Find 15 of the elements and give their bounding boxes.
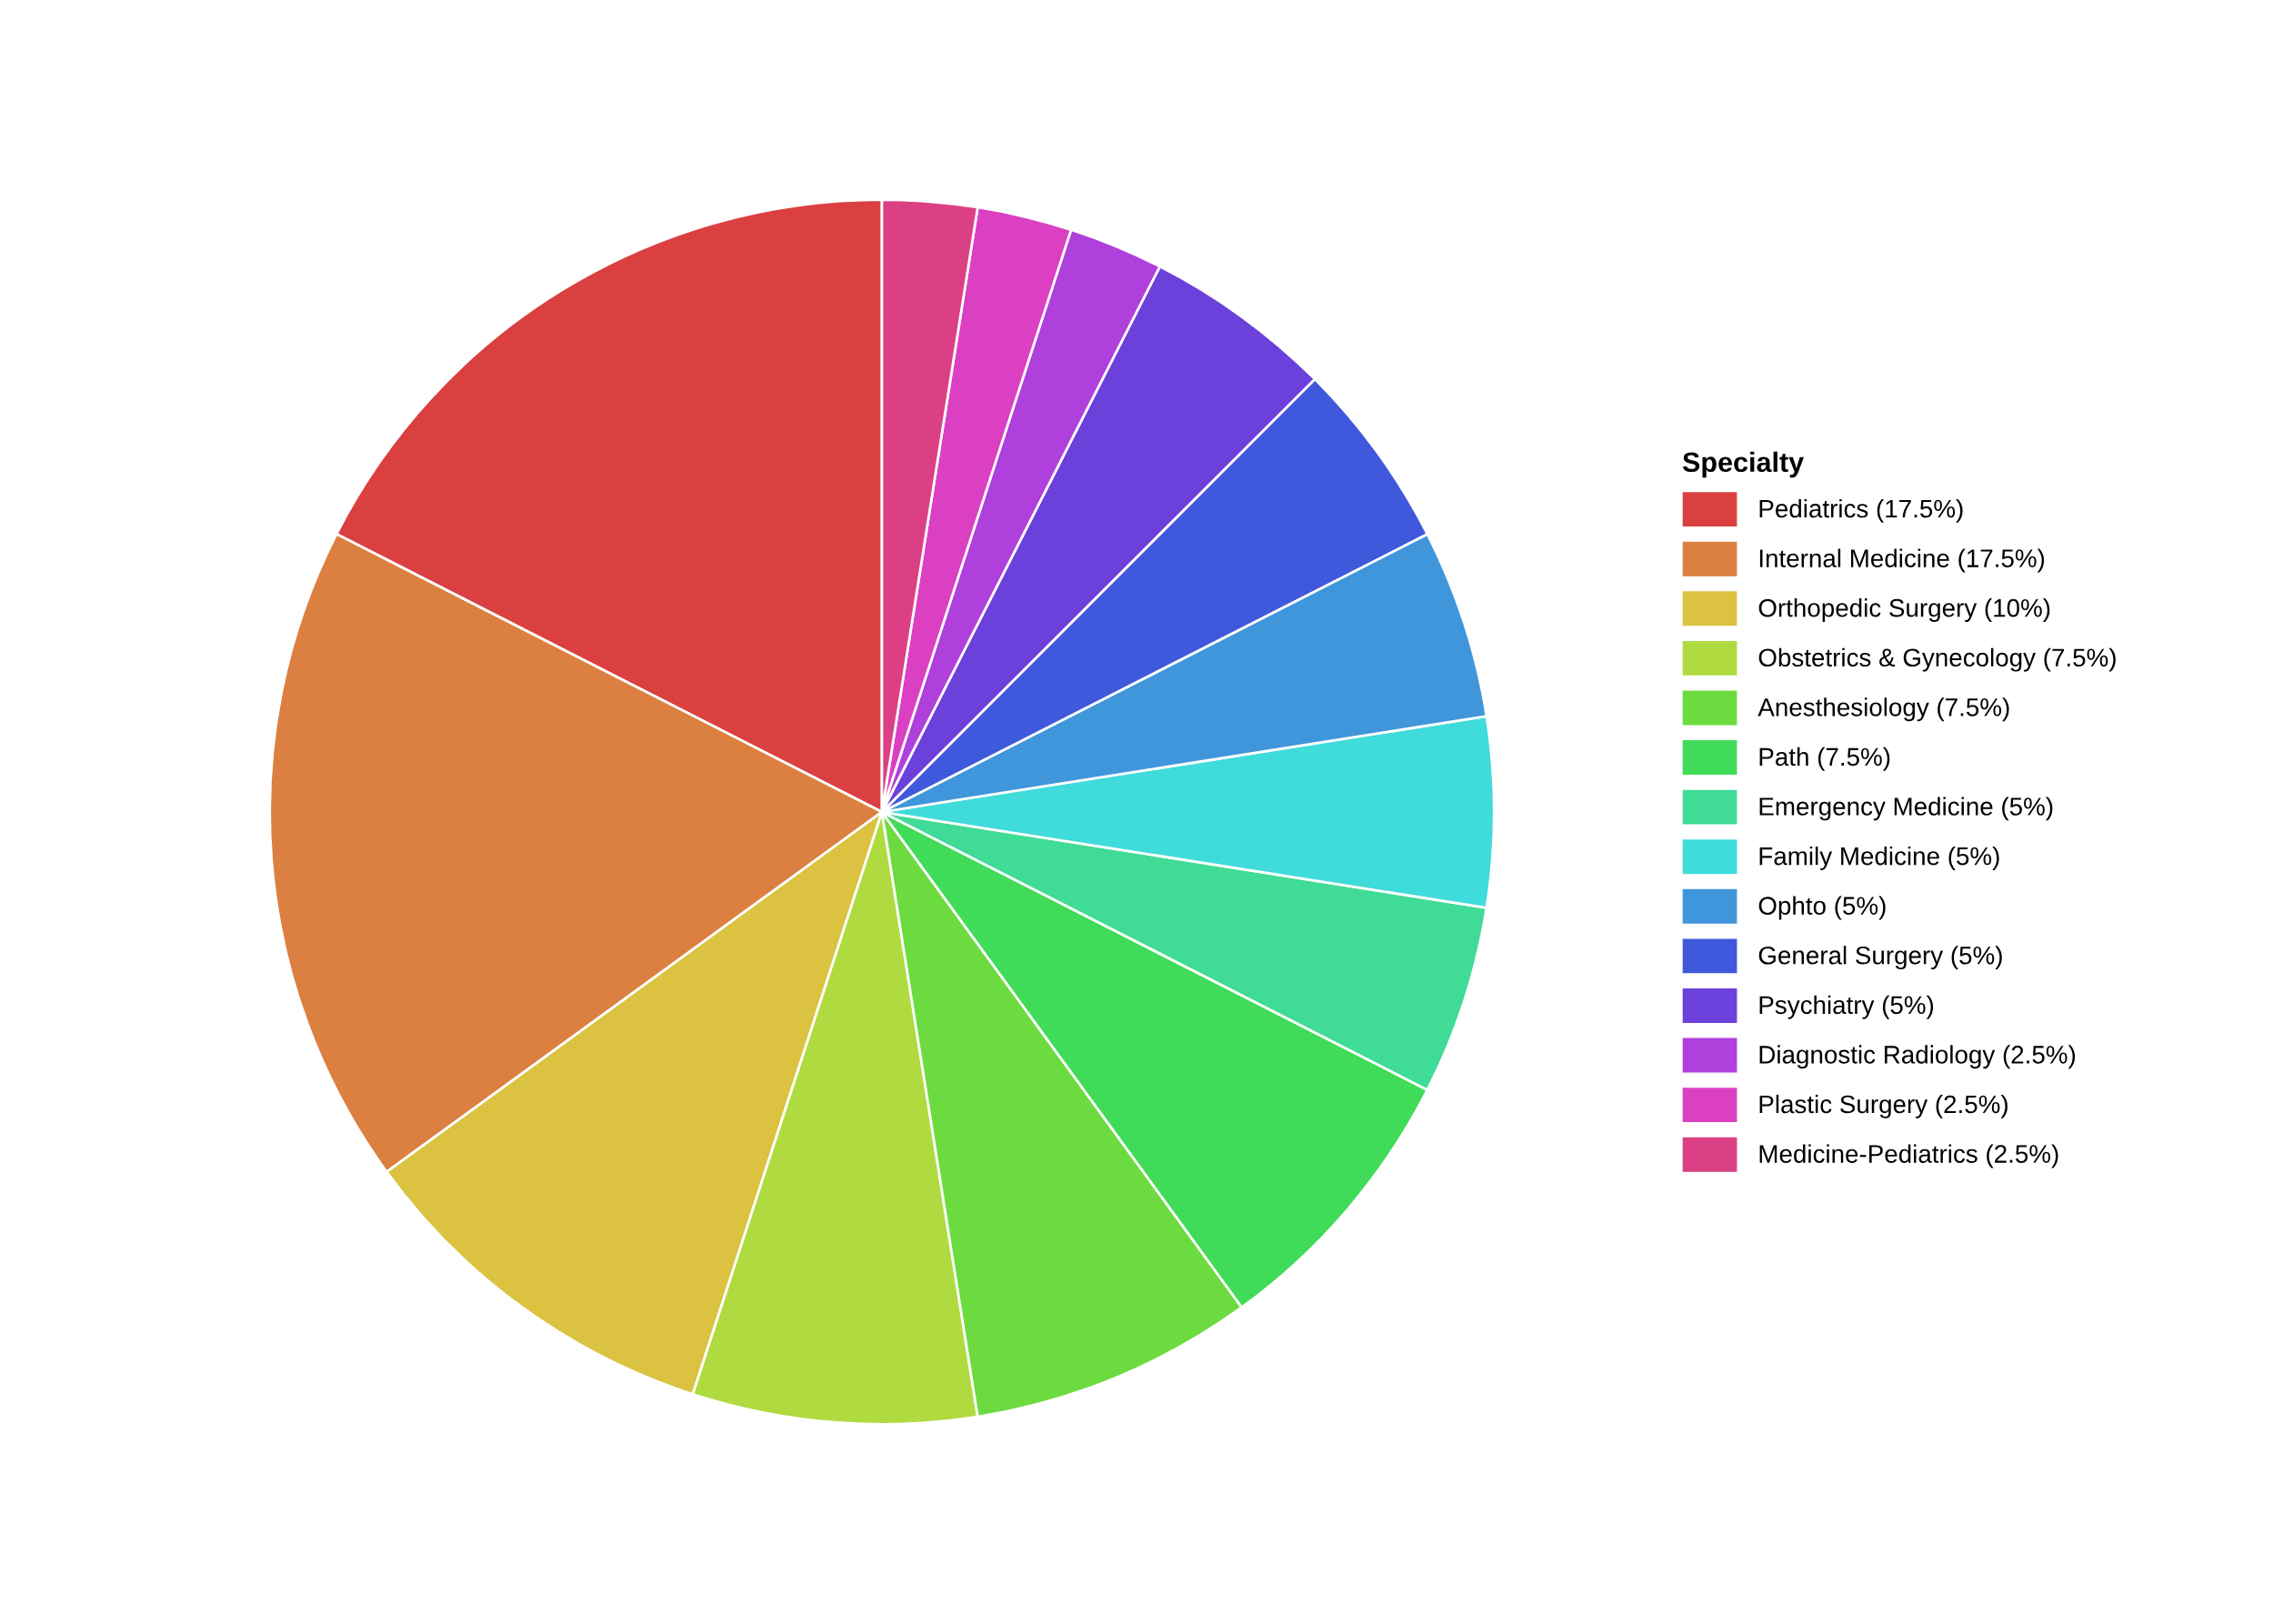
legend-label: Diagnostic Radiology (2.5%): [1759, 1045, 2076, 1069]
legend-label: Plastic Surgery (2.5%): [1759, 1094, 2008, 1118]
legend-label: Pediatrics (17.5%): [1759, 498, 1963, 523]
legend-label: Obstetrics & Gynecology (7.5%): [1758, 647, 2116, 672]
legend-label: Psychiatry (5%): [1759, 995, 1934, 1019]
legend-label: Medicine-Pediatrics (2.5%): [1759, 1144, 2058, 1168]
legend-title: Specialty: [1682, 451, 1805, 478]
legend-label: Orthopedic Surgery (10%): [1758, 598, 2050, 622]
legend-label: Emergency Medicine (5%): [1759, 797, 2053, 821]
legend-label: Anesthesiology (7.5%): [1757, 697, 2009, 722]
legend-label: Family Medicine (5%): [1759, 847, 1999, 870]
legend-label: Ophto (5%): [1758, 896, 1886, 920]
legend-label: General Surgery (5%): [1758, 946, 2002, 970]
legend-label: Internal Medicine (17.5%): [1759, 548, 2045, 573]
legend-label: Path (7.5%): [1759, 747, 1890, 771]
